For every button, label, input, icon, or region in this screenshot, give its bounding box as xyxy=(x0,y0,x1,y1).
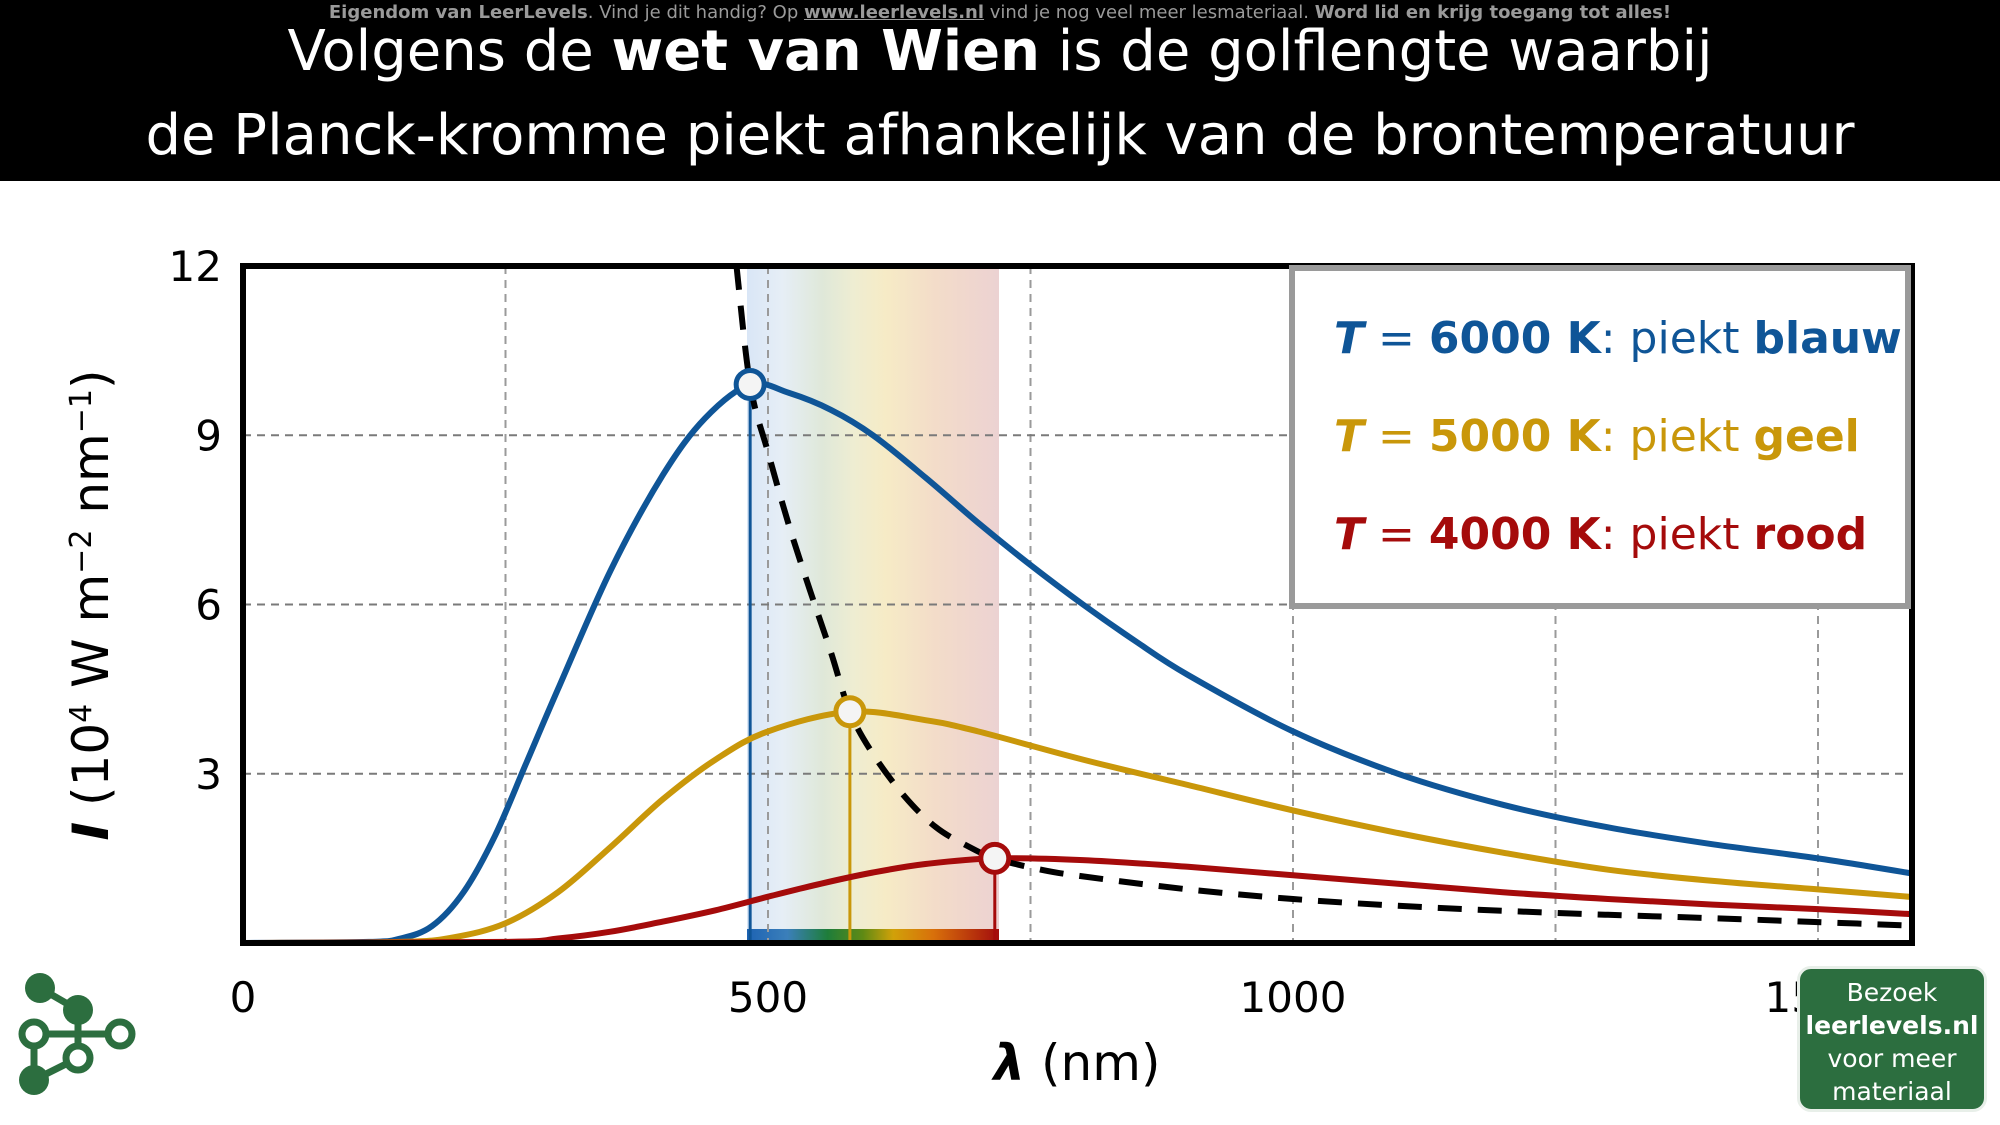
x-axis-label: λ (nm) xyxy=(991,1034,1161,1092)
visit-leerlevels-button[interactable]: Bezoek leerlevels.nl voor meer materiaal xyxy=(1797,966,1987,1112)
watermark-text-2: vind je nog veel meer lesmateriaal. xyxy=(984,2,1315,23)
visible-spectrum-strip xyxy=(747,929,999,943)
legend-entry-geel: T = 5000 K: piekt geel xyxy=(1334,411,1860,462)
leerlevels-node-logo-icon xyxy=(18,973,136,1095)
plot-frame xyxy=(240,263,1915,946)
planck-curve-5000k xyxy=(243,708,1912,943)
legend-entry-blauw: T = 6000 K: piekt blauw xyxy=(1334,313,1902,364)
legend-entry-rood: T = 4000 K: piekt rood xyxy=(1334,509,1867,560)
title-line-1-bold: wet van Wien xyxy=(611,19,1040,84)
title-line-1-c: is de golflengte waarbij xyxy=(1039,19,1713,84)
peak-marker-6000k xyxy=(733,367,767,401)
y-tick-label: 12 xyxy=(169,242,222,291)
peak-marker-4000k xyxy=(978,841,1012,875)
watermark-cta: Word lid en krijg toegang tot alles! xyxy=(1314,2,1672,23)
title-line-1-a: Volgens de xyxy=(287,19,612,84)
visit-line-4: materiaal xyxy=(1832,1077,1952,1106)
visit-line-1: Bezoek xyxy=(1846,978,1938,1007)
legend-box xyxy=(1289,265,1911,609)
y-tick-label: 9 xyxy=(195,411,222,460)
visit-line-2-bold: leerlevels.nl xyxy=(1805,1011,1979,1040)
visit-line-2: leerlevels.nl xyxy=(1800,1009,1984,1042)
y-axis-label: I (104 W m−2 nm−1) xyxy=(62,370,120,841)
x-tick-label: 500 xyxy=(728,973,808,1022)
watermark-text-1: . Vind je dit handig? Op xyxy=(587,2,804,23)
x-tick-label: 0 xyxy=(230,973,257,1022)
y-tick-label: 3 xyxy=(195,750,222,799)
planck-curve-6000k xyxy=(243,380,1912,943)
peak-marker-5000k xyxy=(833,695,867,729)
watermark-link[interactable]: www.leerlevels.nl xyxy=(803,2,985,23)
visit-line-3: voor meer xyxy=(1827,1044,1957,1073)
y-tick-label: 6 xyxy=(195,581,222,630)
x-tick-label: 1000 xyxy=(1240,973,1347,1022)
watermark-owner: Eigendom van LeerLevels xyxy=(328,2,588,23)
watermark: Eigendom van LeerLevels. Vind je dit han… xyxy=(0,2,2000,23)
title-line-1: Volgens de wet van Wien is de golflengte… xyxy=(0,10,2000,94)
title-line-2: de Planck-kromme piekt afhankelijk van d… xyxy=(145,103,1855,168)
page-title: Volgens de wet van Wien is de golflengte… xyxy=(0,10,2000,178)
